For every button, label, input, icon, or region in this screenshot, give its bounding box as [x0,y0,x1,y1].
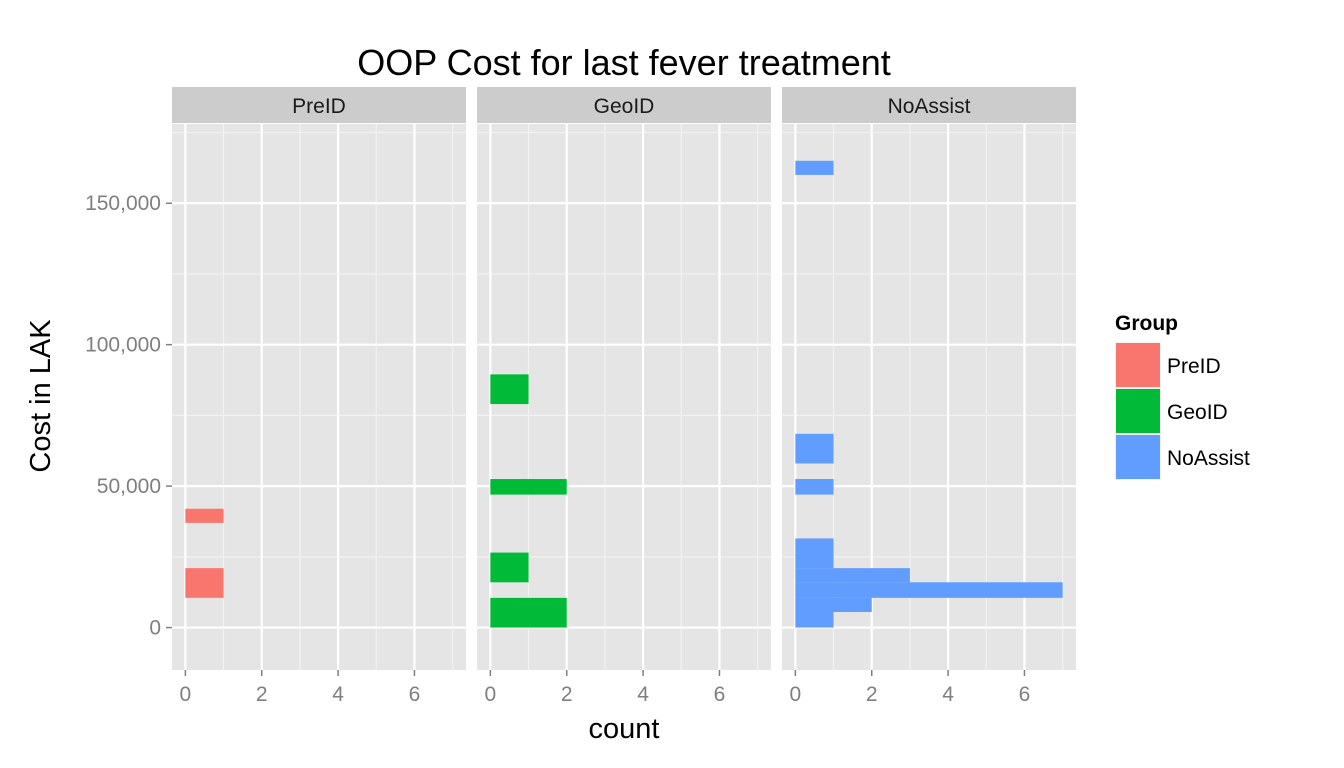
chart-title: OOP Cost for last fever treatment [357,42,891,83]
x-tick-label: 4 [942,683,954,706]
legend-key [1116,389,1160,433]
x-tick-label: 4 [637,683,649,706]
legend: Group PreID GeoID NoAssist [1115,312,1250,480]
facet-panel-noassist: NoAssist 0 2 4 6 [782,87,1076,706]
facet-strip [172,87,466,123]
legend-key [1116,343,1160,387]
x-tick-label: 6 [1019,683,1031,706]
y-tick-label: 50,000 [97,475,161,498]
x-tick-label: 2 [256,683,268,706]
facet-panels: PreID 0 2 4 6 GeoID 0 2 4 6 NoAssist 0 2 4 6 [172,87,1076,706]
y-tick-label: 100,000 [85,334,161,357]
facet-strip-label: GeoID [594,95,655,118]
x-tick-label: 0 [485,683,497,706]
bar-preid [185,568,224,598]
x-tick-label: 0 [790,683,802,706]
legend-label: PreID [1167,355,1221,378]
bar-noassist [795,479,834,495]
y-axis-title: Cost in LAK [25,319,57,473]
facet-strip-label: NoAssist [888,95,971,118]
legend-label: GeoID [1167,401,1228,424]
legend-key [1116,435,1160,479]
legend-title: Group [1115,312,1178,335]
y-tick-label: 150,000 [85,192,161,215]
bar-noassist [795,160,834,175]
facet-strip-label: PreID [292,95,346,118]
bar-geoid [490,552,529,583]
bar-noassist [795,582,1063,598]
bar-noassist [795,568,910,583]
bar-noassist [795,433,834,464]
y-tick-label: 0 [149,617,161,640]
bar-geoid [490,597,567,628]
facet-panel-preid: PreID 0 2 4 6 [172,87,466,706]
x-tick-label: 0 [180,683,192,706]
x-tick-label: 4 [332,683,344,706]
bar-noassist [795,612,834,628]
bar-geoid [490,479,567,495]
x-tick-label: 6 [714,683,726,706]
legend-label: NoAssist [1167,447,1250,470]
bar-geoid [490,374,529,405]
x-axis-title: count [589,713,660,745]
facet-strip [782,87,1076,123]
y-axis: 0 50,000 100,000 150,000 [85,192,172,640]
bar-noassist [795,597,872,613]
x-tick-label: 2 [561,683,573,706]
x-tick-label: 2 [866,683,878,706]
bar-preid [185,508,224,523]
facet-strip [477,87,771,123]
x-tick-label: 6 [409,683,421,706]
bar-noassist [795,538,834,569]
facet-panel-geoid: GeoID 0 2 4 6 [477,87,771,706]
